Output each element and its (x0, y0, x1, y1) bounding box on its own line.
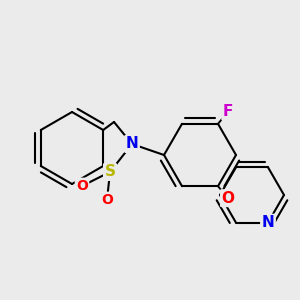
Text: N: N (126, 136, 138, 152)
Text: O: O (101, 193, 113, 207)
Text: S: S (104, 164, 116, 179)
Text: O: O (101, 193, 113, 207)
Text: F: F (223, 104, 233, 119)
Text: O: O (221, 191, 235, 206)
Text: O: O (76, 179, 88, 193)
Text: O: O (221, 191, 235, 206)
Text: F: F (223, 104, 233, 119)
Text: N: N (126, 136, 138, 152)
Text: N: N (262, 215, 275, 230)
Text: O: O (76, 179, 88, 193)
Text: S: S (104, 164, 116, 179)
Text: N: N (262, 215, 275, 230)
